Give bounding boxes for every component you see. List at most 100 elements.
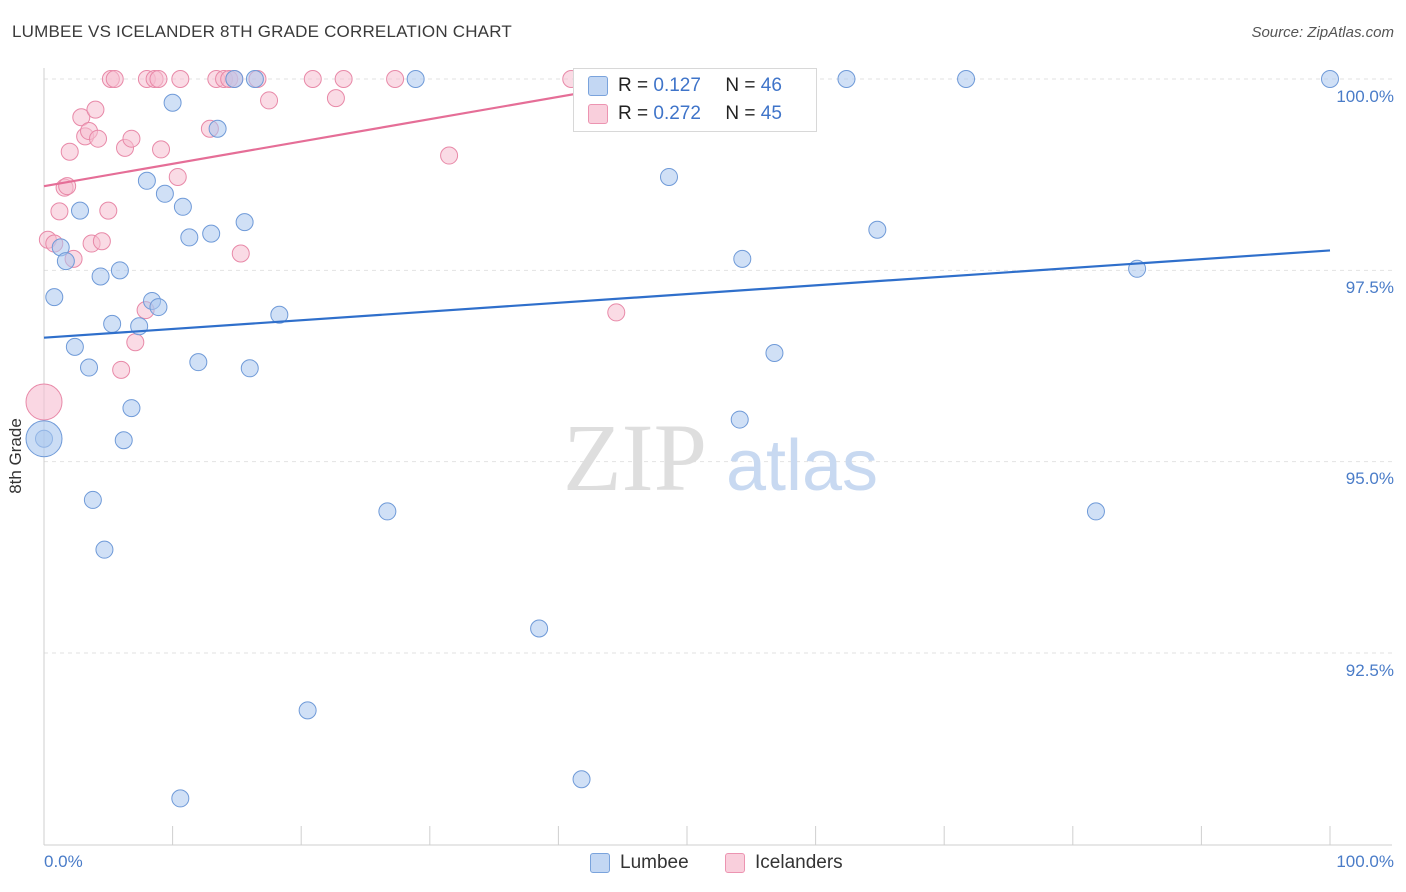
lumbee-large-point xyxy=(25,420,63,458)
lumbee-point-38 xyxy=(733,249,752,268)
lumbee-point-8 xyxy=(91,267,110,286)
lumbee-point-12 xyxy=(114,431,133,450)
lumbee-point-43 xyxy=(1086,502,1105,521)
icelanders-point-16 xyxy=(105,70,124,88)
icelanders-n-value: 45 xyxy=(760,103,782,124)
icelanders-point-38 xyxy=(386,70,405,88)
lumbee-point-25 xyxy=(208,119,227,138)
lumbee-point-5 xyxy=(71,201,90,220)
lumbee-point-1 xyxy=(45,288,64,307)
icelanders-point-32 xyxy=(231,244,250,263)
lumbee-point-30 xyxy=(270,305,289,324)
lumbee-point-31 xyxy=(298,701,317,720)
x-tick-label-max: 100.0% xyxy=(1336,852,1394,871)
lumbee-point-21 xyxy=(173,197,192,216)
lumbee-point-7 xyxy=(83,490,102,509)
icelanders-trend-line xyxy=(43,77,662,188)
lumbee-point-3 xyxy=(56,252,75,271)
lumbee-point-39 xyxy=(765,343,784,362)
watermark-zip: ZIP xyxy=(563,404,707,511)
axes xyxy=(43,68,1392,846)
lumbee-point-13 xyxy=(122,399,141,418)
trend-lines xyxy=(43,77,1331,339)
lumbee-point-18 xyxy=(155,184,174,203)
lumbee-trend-line xyxy=(43,249,1331,339)
icelanders-point-26 xyxy=(171,70,190,88)
legend-lumbee-label: Lumbee xyxy=(620,852,689,873)
lumbee-point-26 xyxy=(225,70,244,88)
lumbee-legend-icon xyxy=(590,853,610,873)
lumbee-point-17 xyxy=(149,298,168,317)
icelanders-large-point xyxy=(25,383,63,421)
icelanders-point-24 xyxy=(152,140,171,159)
lumbee-point-22 xyxy=(180,228,199,247)
lumbee-point-20 xyxy=(171,789,190,808)
legend-item-icelanders: Icelanders xyxy=(725,852,843,874)
lumbee-point-15 xyxy=(137,171,156,190)
y-tick-label-100: 100.0% xyxy=(1336,87,1394,106)
icelanders-swatch-icon xyxy=(588,104,608,124)
lumbee-point-29 xyxy=(245,70,264,88)
lumbee-point-9 xyxy=(95,540,114,559)
watermark-atlas: atlas xyxy=(726,426,878,506)
icelanders-points xyxy=(25,70,645,421)
lumbee-point-45 xyxy=(1321,70,1339,88)
icelanders-point-11 xyxy=(86,100,105,119)
icelanders-point-13 xyxy=(92,232,111,251)
lumbee-r-value: 0.127 xyxy=(653,75,701,96)
icelanders-legend-icon xyxy=(725,853,745,873)
legend-icelanders-label: Icelanders xyxy=(755,852,843,873)
icelanders-r-value: 0.272 xyxy=(653,103,701,124)
legend-row-icelanders: R = 0.272 N = 45 xyxy=(588,102,782,126)
lumbee-point-6 xyxy=(80,358,99,377)
chart-title: LUMBEE VS ICELANDER 8TH GRADE CORRELATIO… xyxy=(12,22,512,41)
x-tick-label-min: 0.0% xyxy=(44,852,83,871)
lumbee-point-34 xyxy=(530,619,549,638)
icelanders-point-23 xyxy=(149,70,168,88)
icelanders-point-19 xyxy=(126,333,145,352)
stats-legend: R = 0.127 N = 46 R = 0.272 N = 45 xyxy=(573,68,817,132)
icelanders-point-25 xyxy=(168,167,187,186)
icelanders-point-35 xyxy=(303,70,322,88)
lumbee-n-value: 46 xyxy=(760,75,782,96)
icelanders-point-41 xyxy=(607,303,626,322)
icelanders-point-2 xyxy=(50,202,69,221)
lumbee-point-11 xyxy=(110,261,129,280)
lumbee-point-35 xyxy=(572,770,591,789)
lumbee-point-32 xyxy=(378,502,397,521)
lumbee-point-36 xyxy=(659,167,678,186)
y-tick-label-95: 95.0% xyxy=(1345,469,1394,488)
lumbee-point-23 xyxy=(189,353,208,372)
legend-n-label: N = xyxy=(725,75,756,96)
lumbee-point-10 xyxy=(103,314,122,333)
lumbee-point-42 xyxy=(957,70,976,88)
icelanders-point-18 xyxy=(122,129,141,148)
icelanders-point-7 xyxy=(72,108,91,127)
legend-r-label: R = xyxy=(618,75,649,96)
icelanders-point-39 xyxy=(440,146,459,165)
source-label: Source: ZipAtlas.com xyxy=(1251,24,1394,41)
y-tick-label-92-5: 92.5% xyxy=(1345,661,1394,680)
legend-r-label: R = xyxy=(618,103,649,124)
icelanders-point-34 xyxy=(260,91,279,110)
lumbee-point-41 xyxy=(868,220,887,239)
lumbee-point-19 xyxy=(163,93,182,112)
lumbee-point-28 xyxy=(240,359,259,378)
lumbee-point-40 xyxy=(837,70,856,88)
lumbee-point-27 xyxy=(235,213,254,232)
lumbee-point-37 xyxy=(730,410,749,429)
legend-row-lumbee: R = 0.127 N = 46 xyxy=(588,74,782,98)
lumbee-swatch-icon xyxy=(588,76,608,96)
y-tick-label-97-5: 97.5% xyxy=(1345,278,1394,297)
lumbee-point-4 xyxy=(65,337,84,356)
lumbee-points xyxy=(25,70,1339,808)
icelanders-point-12 xyxy=(89,129,108,148)
lumbee-point-24 xyxy=(202,224,221,243)
legend-item-lumbee: Lumbee xyxy=(590,852,689,874)
icelanders-point-14 xyxy=(99,201,118,220)
icelanders-point-36 xyxy=(326,89,345,108)
icelanders-point-5 xyxy=(60,142,79,161)
lumbee-point-33 xyxy=(406,70,425,88)
icelanders-point-37 xyxy=(334,70,353,88)
